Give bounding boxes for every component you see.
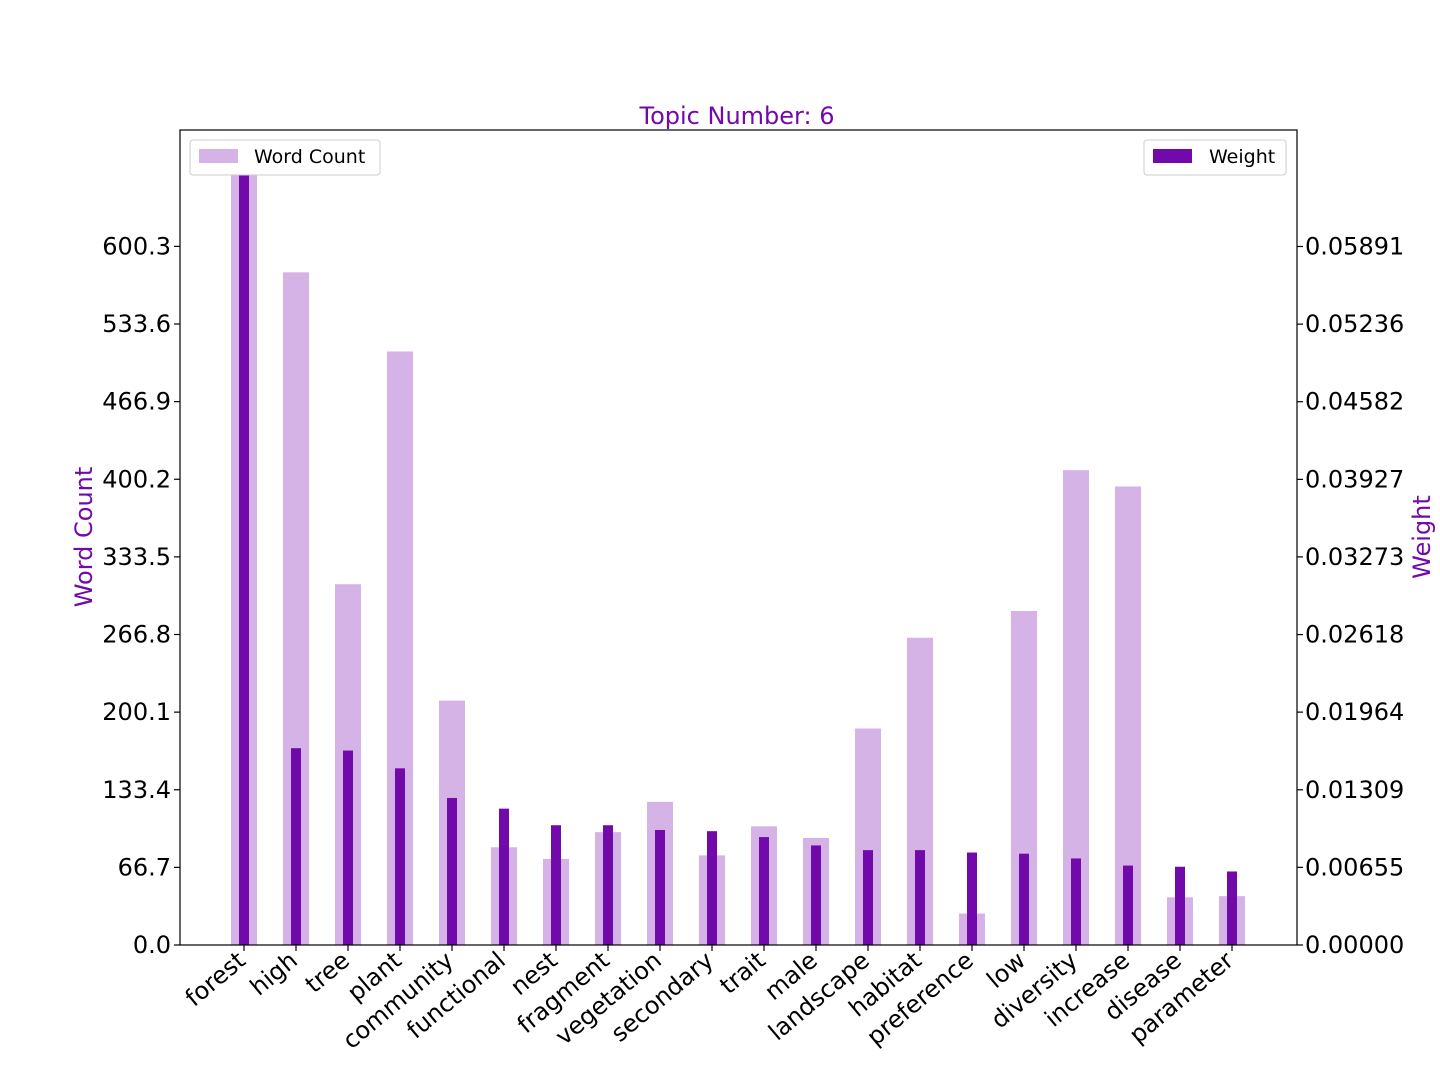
y-tick-label: 0.0 <box>133 931 171 959</box>
weight-bar <box>811 845 821 945</box>
legend-word-count: Word Count <box>189 139 381 176</box>
y2-axis-title: Weight <box>1408 495 1436 579</box>
weight-bar <box>967 852 977 945</box>
right-y-axis: 0.00000 0.00655 0.01309 0.01964 0.02618 0.032… <box>1297 232 1404 959</box>
y-tick-label: 133.4 <box>102 776 171 804</box>
weight-bar <box>447 797 457 945</box>
y-axis-title: Word Count <box>70 467 98 608</box>
y-tick-label: 400.2 <box>102 465 171 493</box>
x-tick-label: high <box>245 946 303 1001</box>
y-tick-label: 200.1 <box>102 698 171 726</box>
weight-bar <box>1227 871 1237 945</box>
weight-bar <box>551 825 561 945</box>
weight-bars <box>239 165 1237 946</box>
y2-tick-label: 0.05891 <box>1305 232 1404 260</box>
y2-tick-label: 0.01964 <box>1305 698 1404 726</box>
legend-weight: Weight <box>1143 139 1287 176</box>
y2-tick-label: 0.00655 <box>1305 853 1404 881</box>
x-tick-label: trait <box>715 946 771 1000</box>
y2-tick-label: 0.05236 <box>1305 310 1404 338</box>
x-axis: foresthightreeplantcommunityfunctionalne… <box>180 945 1239 1055</box>
y-tick-label: 600.3 <box>102 232 171 260</box>
chart-title: Topic Number: 6 <box>639 102 835 130</box>
weight-bar <box>1071 858 1081 945</box>
weight-bar <box>759 837 769 945</box>
y2-tick-label: 0.04582 <box>1305 388 1404 416</box>
weight-bar <box>343 750 353 945</box>
weight-bar <box>1175 866 1185 945</box>
weight-bar <box>863 850 873 945</box>
word-count-bars <box>231 165 1245 946</box>
y-tick-label: 266.8 <box>102 621 171 649</box>
weight-bar <box>655 829 665 945</box>
weight-bar <box>707 831 717 945</box>
y2-tick-label: 0.02618 <box>1305 621 1404 649</box>
y-tick-label: 66.7 <box>118 853 171 881</box>
plot-frame <box>179 129 1298 946</box>
y2-tick-label: 0.01309 <box>1305 776 1404 804</box>
legend-word-count-label: Word Count <box>254 146 365 168</box>
weight-bar <box>395 768 405 945</box>
y2-tick-label: 0.03927 <box>1305 465 1404 493</box>
y2-tick-label: 0.03273 <box>1305 543 1404 571</box>
left-y-axis: 0.0 66.7 133.4 200.1 266.8 333.5 400.2 466.9 533… <box>102 232 180 959</box>
legend-word-count-swatch <box>199 149 238 163</box>
weight-bar <box>499 808 509 945</box>
legend-weight-label: Weight <box>1209 146 1275 168</box>
y-tick-label: 533.6 <box>102 310 171 338</box>
legend-weight-swatch <box>1153 149 1192 163</box>
weight-bar <box>915 850 925 945</box>
weight-bar <box>1123 865 1133 945</box>
y2-tick-label: 0.00000 <box>1305 931 1404 959</box>
weight-bar <box>1019 853 1029 945</box>
y-tick-label: 466.9 <box>102 388 171 416</box>
x-tick-label: forest <box>180 946 251 1012</box>
y-tick-label: 333.5 <box>102 543 171 571</box>
weight-bar <box>603 825 613 945</box>
weight-bar <box>291 748 301 945</box>
weight-bar <box>239 165 249 946</box>
